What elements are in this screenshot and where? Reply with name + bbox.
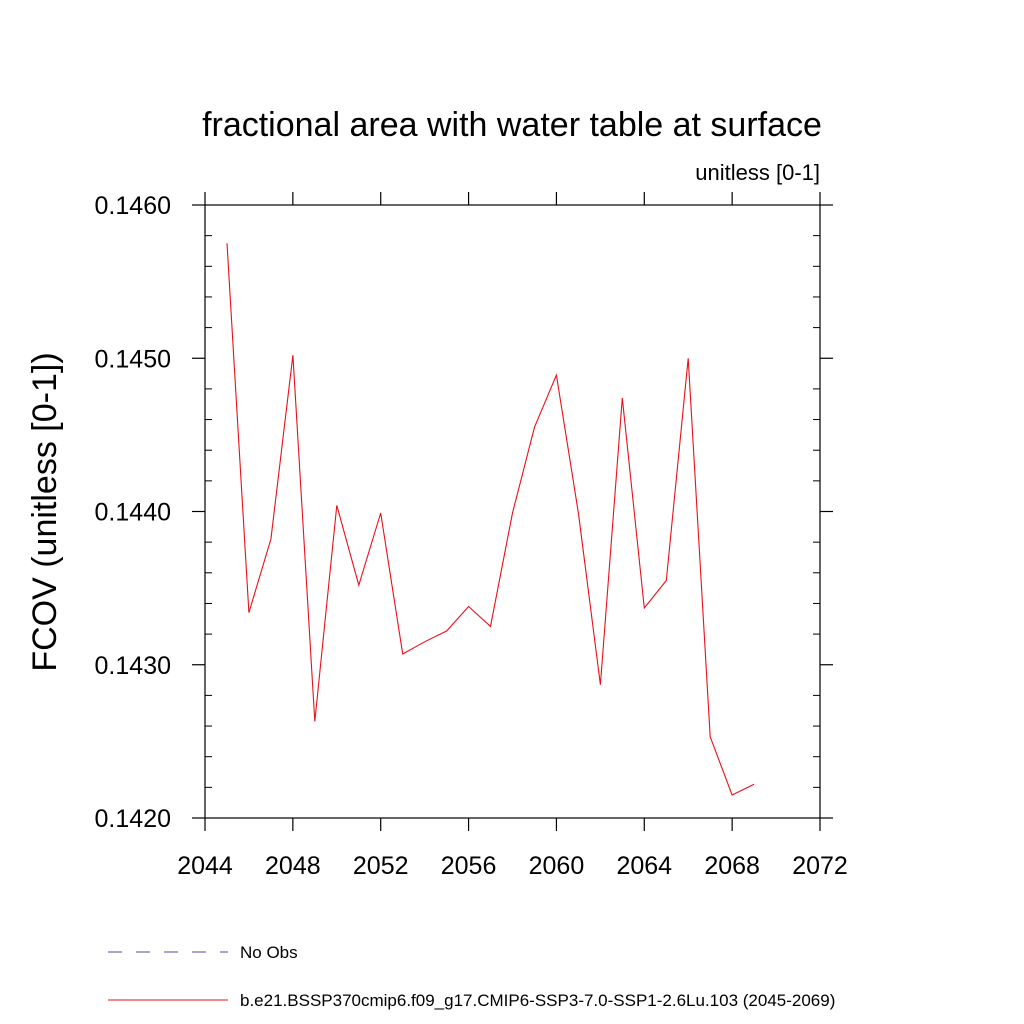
x-tick-label: 2052 bbox=[353, 852, 409, 880]
y-tick-label: 0.1420 bbox=[95, 805, 171, 833]
y-tick-label: 0.1460 bbox=[95, 192, 171, 220]
legend: No Obs b.e21.BSSP370cmip6.f09_g17.CMIP6-S… bbox=[108, 943, 835, 1010]
y-tick-label: 0.1440 bbox=[95, 499, 171, 527]
series-line bbox=[226, 243, 755, 796]
axis-ticks bbox=[192, 192, 833, 831]
legend-label: No Obs bbox=[240, 943, 298, 962]
x-tick-labels: 2044 2048 2052 2056 2060 2064 2068 2072 bbox=[177, 852, 848, 880]
x-tick-label: 2048 bbox=[265, 852, 321, 880]
x-tick-label: 2044 bbox=[177, 852, 233, 880]
y-tick-label: 0.1450 bbox=[95, 345, 171, 373]
y-tick-labels: 0.1420 0.1430 0.1440 0.1450 0.1460 bbox=[95, 192, 171, 833]
chart-title: fractional area with water table at surf… bbox=[202, 106, 822, 144]
x-tick-label: 2072 bbox=[792, 852, 848, 880]
legend-label: b.e21.BSSP370cmip6.f09_g17.CMIP6-SSP3-7.… bbox=[240, 991, 835, 1010]
series-layer bbox=[226, 243, 755, 796]
x-tick-label: 2060 bbox=[529, 852, 585, 880]
x-tick-label: 2064 bbox=[616, 852, 672, 880]
x-tick-label: 2056 bbox=[441, 852, 497, 880]
chart-subtitle: unitless [0-1] bbox=[695, 160, 820, 185]
y-tick-label: 0.1430 bbox=[95, 652, 171, 680]
y-axis-label: FCOV (unitless [0-1]) bbox=[26, 352, 64, 671]
x-tick-label: 2068 bbox=[704, 852, 760, 880]
